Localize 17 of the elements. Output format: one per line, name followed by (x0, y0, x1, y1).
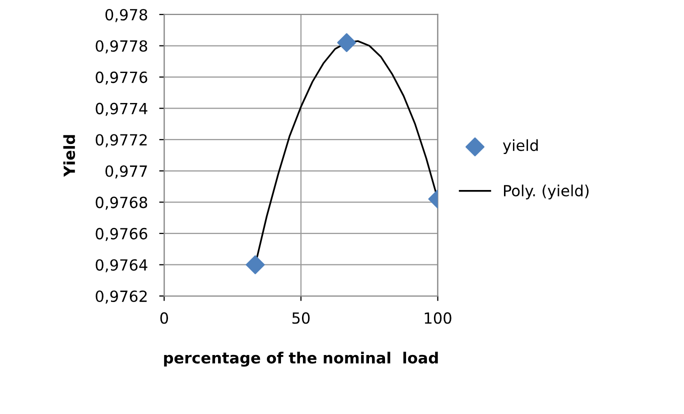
y-tick-label: 0,9768 (96, 196, 148, 210)
x-tick-label: 100 (424, 312, 452, 324)
y-tick-label: 0,978 (105, 8, 148, 22)
y-tick-label: 0,9778 (96, 40, 148, 54)
legend-label: Poly. (yield) (504, 184, 589, 200)
x-tick-label: 0 (160, 312, 168, 324)
y-tick-label: 0,9774 (96, 102, 148, 116)
y-tick-label: 0,977 (105, 165, 147, 178)
x-tick-label: 50 (292, 312, 310, 324)
y-axis-title: Yield (63, 135, 76, 177)
y-tick-label: 0,9762 (96, 290, 147, 304)
legend-label: yield (502, 139, 538, 154)
y-tick-label: 0,9766 (96, 228, 148, 242)
y-tick-label: 0,9772 (96, 134, 147, 148)
y-tick-label: 0,9776 (96, 72, 148, 85)
y-tick-label: 0,9764 (96, 259, 148, 272)
x-axis-title: percentage of the nominal load (164, 352, 438, 367)
